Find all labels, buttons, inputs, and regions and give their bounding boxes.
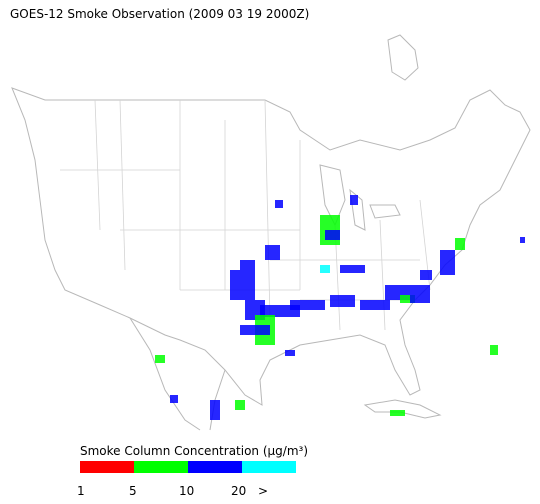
smoke-area [170, 395, 178, 403]
smoke-area [240, 325, 270, 335]
smoke-area [285, 350, 295, 356]
legend-label: 20 [231, 484, 246, 498]
smoke-area [490, 345, 498, 355]
smoke-area [330, 295, 355, 307]
smoke-area [390, 410, 405, 416]
legend-label: 1 [77, 484, 85, 498]
smoke-area [400, 295, 415, 303]
legend-swatch [242, 461, 296, 473]
legend-label: 10 [179, 484, 194, 498]
smoke-area [320, 265, 330, 273]
smoke-area [420, 270, 432, 280]
map-title: GOES-12 Smoke Observation (2009 03 19 20… [10, 7, 309, 21]
smoke-area [240, 260, 255, 270]
cuba [363, 399, 442, 419]
smoke-area [340, 265, 365, 273]
legend-swatch [80, 461, 134, 473]
canada-island [387, 34, 419, 81]
smoke-area [155, 355, 165, 363]
smoke-area [275, 200, 283, 208]
legend-title: Smoke Column Concentration (μg/m³) [80, 444, 308, 458]
smoke-area [230, 270, 255, 300]
smoke-area [210, 400, 220, 420]
smoke-area [265, 245, 280, 260]
smoke-area [410, 285, 430, 303]
legend-swatch [134, 461, 188, 473]
legend-label: 5 [129, 484, 137, 498]
smoke-area [325, 230, 340, 240]
smoke-area [440, 250, 455, 275]
smoke-area [520, 237, 525, 243]
smoke-area [235, 400, 245, 410]
state-lines [60, 99, 431, 331]
smoke-area [290, 300, 325, 310]
smoke-area [350, 195, 358, 205]
legend-label: > [258, 484, 268, 498]
legend-swatch [188, 461, 242, 473]
smoke-area [455, 238, 465, 250]
coastline [11, 87, 531, 406]
smoke-area [360, 300, 390, 310]
